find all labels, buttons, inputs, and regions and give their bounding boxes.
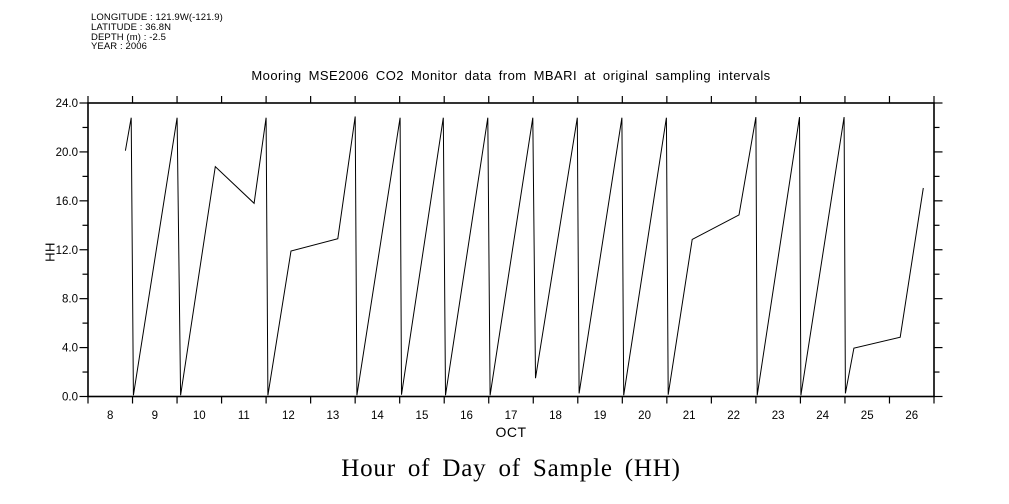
metadata-depth: DEPTH (m) : -2.5 xyxy=(91,31,166,43)
x-tick-label: 22 xyxy=(727,410,740,422)
y-tick-labels: 0.0 4.0 8.0 12.0 16.0 20.0 24.0 xyxy=(56,98,78,404)
chart-title: Mooring MSE2006 CO2 Monitor data from MB… xyxy=(251,68,771,83)
data-line xyxy=(124,116,924,396)
x-tick-label: 8 xyxy=(107,410,113,422)
x-tick-label: 13 xyxy=(326,410,339,422)
metadata-block: LONGITUDE : 121.9W(-121.9) LATITUDE : 36… xyxy=(91,13,223,52)
y-tick-label: 0.0 xyxy=(62,392,78,404)
x-tick-label: 9 xyxy=(152,410,158,422)
y-tick-label: 24.0 xyxy=(56,98,78,110)
x-tick-label: 26 xyxy=(905,410,918,422)
y-tick-label: 16.0 xyxy=(56,196,78,208)
x-tick-label: 20 xyxy=(638,410,651,422)
x-tick-label: 23 xyxy=(772,410,785,422)
y-tick-label: 8.0 xyxy=(62,294,78,306)
figure-caption: Hour of Day of Sample (HH) xyxy=(341,455,681,482)
metadata-year: YEAR : 2006 xyxy=(91,41,148,53)
x-axis-label: OCT xyxy=(495,424,527,440)
x-tick-labels: 8 9 10 11 12 13 14 15 16 17 18 19 20 21 22 23 24 25 26 xyxy=(107,410,918,422)
x-tick-label: 19 xyxy=(594,410,607,422)
x-tick-label: 18 xyxy=(549,410,562,422)
x-tick-label: 15 xyxy=(416,410,429,422)
y-tick-label: 4.0 xyxy=(62,343,78,355)
x-tick-label: 21 xyxy=(683,410,696,422)
x-tick-label: 14 xyxy=(371,410,384,422)
y-tick-label: 12.0 xyxy=(56,245,78,257)
metadata-longitude: LONGITUDE : 121.9W(-121.9) xyxy=(91,12,223,23)
axis-ticks xyxy=(79,96,943,404)
x-tick-label: 16 xyxy=(460,410,473,422)
x-tick-label: 11 xyxy=(238,410,250,422)
data-series xyxy=(124,116,924,396)
x-tick-label: 25 xyxy=(861,410,874,422)
y-tick-label: 20.0 xyxy=(56,147,78,159)
x-tick-label: 10 xyxy=(193,410,206,422)
x-tick-label: 24 xyxy=(816,410,829,422)
x-tick-label: 17 xyxy=(505,410,518,422)
metadata-latitude: LATITUDE : 36.8N xyxy=(91,21,172,33)
x-tick-label: 12 xyxy=(282,410,295,422)
y-axis-label: HH xyxy=(42,242,58,262)
